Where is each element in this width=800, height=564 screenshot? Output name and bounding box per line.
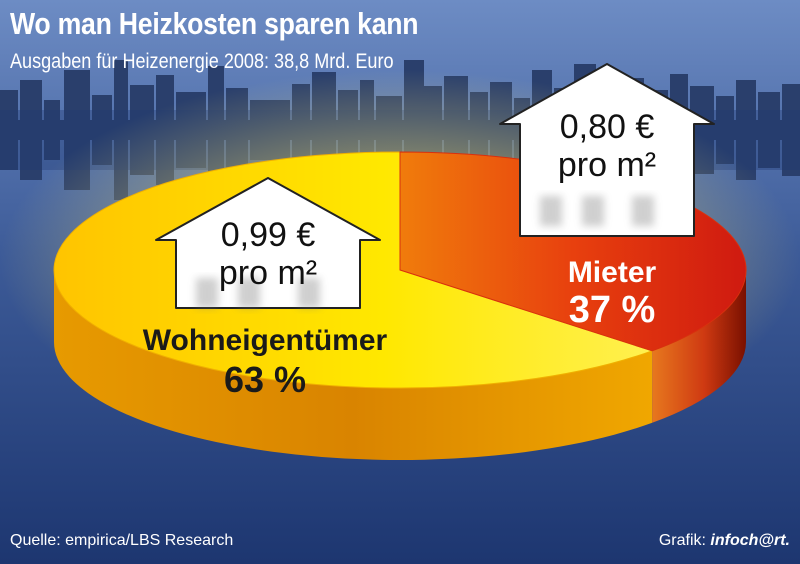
label-mieter: Mieter (568, 256, 657, 289)
credit-label: Grafik: (658, 532, 706, 549)
value-mieter: 37 % (569, 289, 656, 331)
label-wohneigentuemer: Wohneigentümer (143, 324, 388, 357)
owner-slice-side (53, 270, 653, 461)
house-mieter-cost: 0,80 € (560, 108, 655, 146)
house-wohneigentuemer-shape (155, 177, 381, 309)
chart-subtitle: Ausgaben für Heizenergie 2008: 38,8 Mrd.… (10, 50, 394, 73)
value-wohneigentuemer: 63 % (224, 359, 306, 400)
house-wohneigentuemer: 0,99 €pro m² (155, 177, 381, 309)
source-note: Quelle: empirica/LBS Research (10, 532, 234, 549)
house-wohneigentuemer-unit: pro m² (219, 254, 317, 292)
graphic-credit: Grafik: infoch@rt. (659, 532, 790, 550)
credit-brand: infoch@rt. (710, 532, 790, 549)
house-wohneigentuemer-cost: 0,99 € (221, 216, 316, 254)
house-mieter-windows (540, 196, 654, 226)
chart-title: Wo man Heizkosten sparen kann (10, 6, 419, 41)
renter-slice-side (652, 270, 746, 423)
house-wohneigentuemer-windows (196, 278, 320, 308)
house-mieter-shape (499, 63, 715, 237)
house-mieter-unit: pro m² (558, 146, 656, 184)
house-mieter: 0,80 €pro m² (499, 63, 715, 237)
